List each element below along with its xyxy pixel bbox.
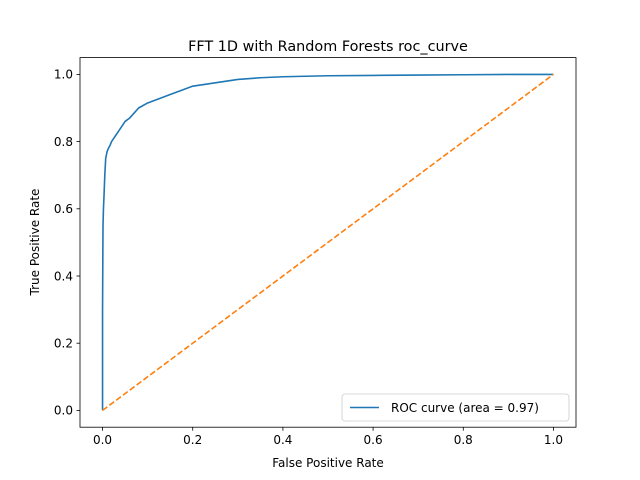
x-tick-label: 0.4 bbox=[273, 433, 292, 447]
y-axis-ticks: 0.0 0.2 0.4 0.6 0.8 1.0 bbox=[54, 68, 80, 418]
legend-box bbox=[341, 393, 570, 422]
y-tick-label: 0.4 bbox=[54, 269, 73, 283]
y-axis-label: True Positive Rate bbox=[28, 189, 42, 297]
y-tick-label: 0.0 bbox=[54, 404, 73, 418]
series-layer bbox=[101, 73, 554, 412]
roc-curve-line bbox=[101, 73, 554, 411]
x-tick-label: 0.8 bbox=[454, 433, 473, 447]
y-tick-label: 1.0 bbox=[54, 68, 73, 82]
y-tick-label: 0.8 bbox=[54, 135, 73, 149]
y-tick-label: 0.2 bbox=[54, 337, 73, 351]
x-axis-label: False Positive Rate bbox=[272, 456, 384, 470]
chart-title: FFT 1D with Random Forests roc_curve bbox=[188, 39, 468, 55]
chance-diagonal-line bbox=[102, 73, 554, 412]
x-tick-label: 0.6 bbox=[364, 433, 383, 447]
legend: ROC curve (area = 0.97) bbox=[341, 393, 570, 422]
x-tick-label: 0.2 bbox=[183, 433, 202, 447]
x-tick-label: 1.0 bbox=[544, 433, 563, 447]
y-tick-label: 0.6 bbox=[54, 202, 73, 216]
legend-label-roc: ROC curve (area = 0.97) bbox=[391, 401, 539, 415]
plot-frame bbox=[79, 57, 577, 428]
x-tick-label: 0.0 bbox=[93, 433, 112, 447]
x-axis-ticks: 0.0 0.2 0.4 0.6 0.8 1.0 bbox=[93, 427, 563, 447]
